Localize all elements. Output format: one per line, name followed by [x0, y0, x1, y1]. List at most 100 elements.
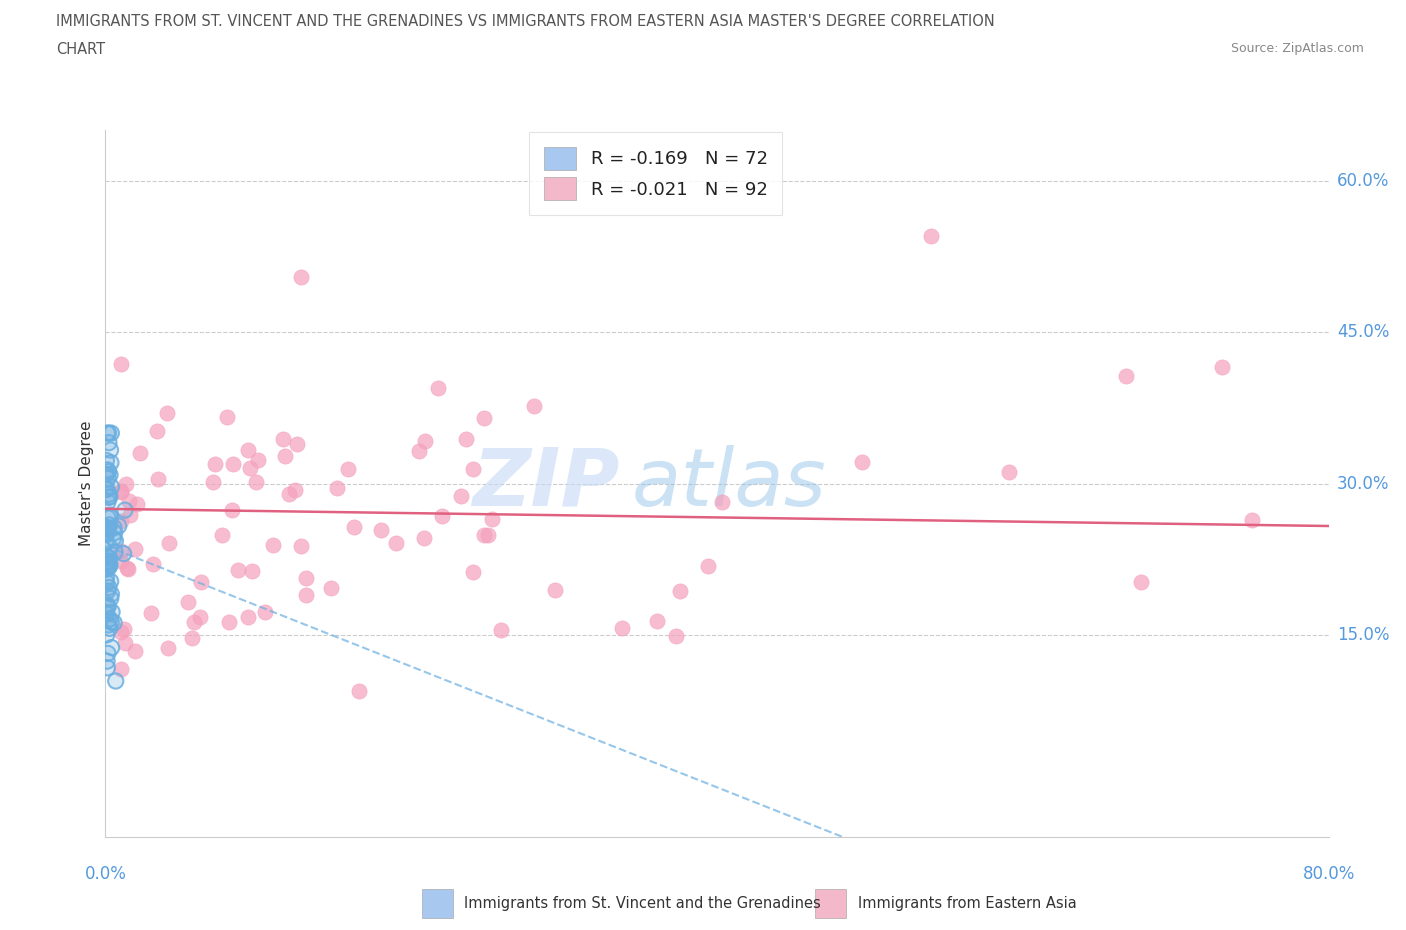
Point [103, 520, 125, 535]
Point [97, 646, 120, 661]
Point [107, 518, 129, 533]
Point [146, 424, 169, 439]
Point [426, 380, 449, 395]
Point [97, 561, 120, 576]
Point [94, 467, 117, 482]
Point [97, 561, 120, 576]
Point [96, 660, 118, 675]
Point [148, 472, 170, 486]
Text: Immigrants from St. Vincent and the Grenadines: Immigrants from St. Vincent and the Gren… [464, 896, 821, 910]
Point [117, 561, 139, 576]
Point [463, 462, 485, 477]
Point [218, 615, 240, 630]
Point [1241, 512, 1264, 527]
Point [489, 623, 512, 638]
Text: 45.0%: 45.0% [1337, 323, 1389, 341]
Point [94, 535, 117, 550]
Point [94, 535, 117, 550]
Point [97, 487, 120, 502]
Point [112, 621, 135, 636]
Text: CHART: CHART [56, 42, 105, 57]
Point [408, 443, 430, 458]
Point [97, 550, 120, 565]
Point [384, 536, 406, 551]
Point [114, 503, 136, 518]
Point [98, 551, 121, 565]
Point [104, 673, 127, 688]
Point [96, 453, 118, 468]
Point [120, 507, 142, 522]
Point [98, 556, 121, 571]
Point [98, 558, 121, 573]
Point [98, 612, 121, 627]
Point [290, 538, 312, 553]
Point [98, 508, 121, 523]
Point [98, 540, 121, 555]
Point [347, 684, 370, 698]
Point [477, 527, 499, 542]
Point [104, 545, 127, 560]
Point [96, 462, 118, 477]
Text: 30.0%: 30.0% [1337, 474, 1389, 493]
Point [710, 495, 733, 510]
Point [290, 270, 312, 285]
Point [142, 556, 165, 571]
Point [97, 599, 120, 614]
Point [100, 443, 122, 458]
Point [96, 521, 118, 536]
Point [98, 621, 121, 636]
Point [110, 544, 132, 559]
Point [98, 508, 121, 523]
Point [97, 490, 120, 505]
Point [430, 509, 453, 524]
Point [100, 510, 122, 525]
Point [97, 580, 120, 595]
Point [100, 640, 122, 655]
Point [454, 432, 477, 446]
Point [128, 446, 150, 461]
Point [463, 565, 485, 579]
Point [100, 640, 122, 655]
Point [696, 559, 718, 574]
Point [94, 562, 117, 577]
Point [96, 426, 118, 441]
Point [98, 540, 121, 555]
Point [97, 464, 120, 479]
Point [97, 435, 120, 450]
Point [94, 482, 117, 497]
Point [413, 433, 436, 448]
Point [94, 526, 117, 541]
Point [100, 615, 122, 630]
Point [97, 550, 120, 565]
Point [97, 618, 120, 632]
Point [294, 588, 316, 603]
Point [98, 558, 121, 573]
Point [107, 518, 129, 533]
Point [96, 654, 118, 669]
Point [114, 503, 136, 518]
Point [98, 556, 121, 571]
Point [96, 521, 118, 536]
Point [104, 533, 127, 548]
Point [97, 435, 120, 450]
Text: Source: ZipAtlas.com: Source: ZipAtlas.com [1230, 42, 1364, 55]
Point [100, 615, 122, 630]
Point [222, 457, 245, 472]
Point [97, 495, 120, 510]
Point [472, 527, 495, 542]
Point [97, 558, 120, 573]
Y-axis label: Master's Degree: Master's Degree [79, 421, 94, 546]
Point [851, 455, 873, 470]
Point [114, 636, 136, 651]
Point [96, 527, 118, 542]
Point [97, 472, 120, 486]
Point [97, 426, 120, 441]
Point [337, 462, 360, 477]
Text: atlas: atlas [631, 445, 827, 523]
Point [413, 530, 436, 545]
Point [97, 618, 120, 632]
Point [472, 410, 495, 425]
Point [97, 464, 120, 479]
Point [96, 575, 118, 590]
Point [285, 436, 308, 451]
